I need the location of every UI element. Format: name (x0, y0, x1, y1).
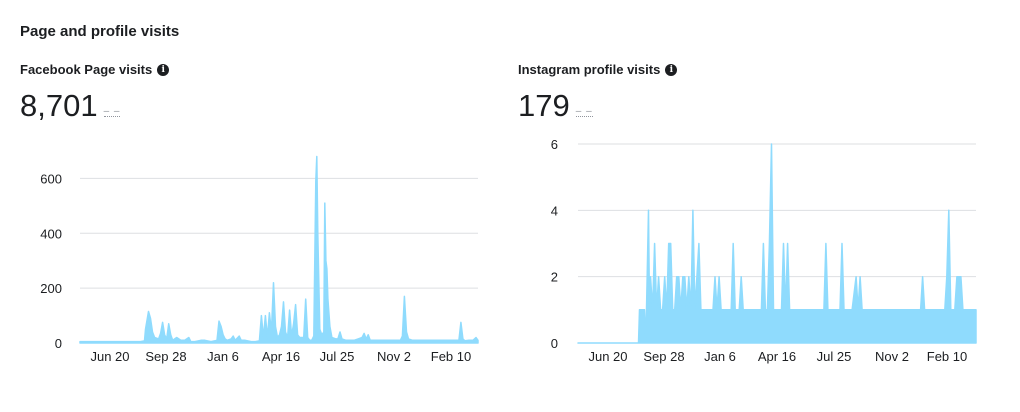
facebook-change[interactable]: – – (103, 106, 121, 117)
instagram-y-tick-label: 0 (551, 336, 558, 351)
facebook-series-area (79, 155, 479, 344)
instagram-x-tick-label: Apr 16 (758, 349, 796, 364)
instagram-x-tick-label: Nov 2 (875, 349, 909, 364)
facebook-x-tick-label: Nov 2 (377, 349, 411, 364)
info-icon[interactable]: i (665, 63, 678, 76)
instagram-x-tick-label: Jul 25 (817, 349, 852, 364)
instagram-metric-title: Instagram profile visits i (518, 62, 678, 77)
facebook-x-tick-label: Jan 6 (207, 349, 239, 364)
facebook-total-value: 8,701 (20, 88, 98, 123)
instagram-x-tick-label: Jan 6 (704, 349, 736, 364)
instagram-y-tick-label: 4 (551, 203, 558, 218)
facebook-metric-title: Facebook Page visits i (20, 62, 170, 77)
instagram-change[interactable]: – – (575, 106, 593, 117)
instagram-series-area (577, 143, 977, 344)
instagram-x-tick-label: Jun 20 (588, 349, 627, 364)
facebook-x-tick-label: Feb 10 (431, 349, 471, 364)
instagram-visits-chart: 0 2 4 6 Jun 20 Sep 28 Jan 6 Apr 16 Jul 25 Nov 2 Fe… (551, 137, 977, 364)
facebook-x-tick-label: Jun 20 (90, 349, 129, 364)
facebook-x-tick-label: Apr 16 (262, 349, 300, 364)
facebook-panel: Facebook Page visits i 8,701 – – 0 200 400… (0, 0, 500, 412)
facebook-y-tick-label: 400 (40, 226, 62, 241)
instagram-total: 179 – – (518, 88, 593, 124)
instagram-y-tick-label: 2 (551, 270, 558, 285)
instagram-x-tick-label: Sep 28 (643, 349, 684, 364)
section-title: Page and profile visits (20, 23, 180, 40)
facebook-title-label: Facebook Page visits (20, 62, 153, 77)
instagram-title-label: Instagram profile visits (518, 62, 661, 77)
instagram-panel: Instagram profile visits i 179 – – 0 2 4 6 J… (500, 0, 1020, 412)
instagram-y-tick-label: 6 (551, 137, 558, 152)
info-icon[interactable]: i (157, 63, 170, 76)
facebook-total: 8,701 – – (20, 88, 121, 124)
instagram-total-value: 179 (518, 88, 570, 123)
facebook-visits-chart: 0 200 400 600 Jun 20 Sep 28 Jan 6 Apr 16 Jul 25 N… (40, 155, 479, 364)
facebook-x-tick-label: Jul 25 (320, 349, 355, 364)
facebook-y-tick-label: 0 (55, 336, 62, 351)
facebook-x-tick-label: Sep 28 (145, 349, 186, 364)
instagram-x-tick-label: Feb 10 (927, 349, 967, 364)
facebook-y-tick-label: 200 (40, 281, 62, 296)
facebook-y-tick-label: 600 (40, 171, 62, 186)
